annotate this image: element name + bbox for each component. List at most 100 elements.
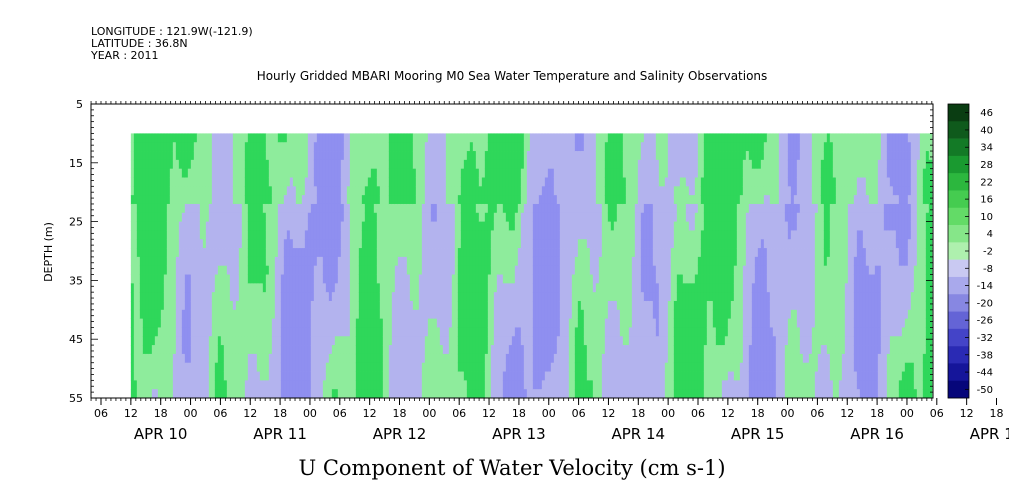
field-cell [484, 142, 489, 152]
field-cell [193, 177, 198, 187]
field-cell [565, 389, 570, 399]
field-cell [286, 300, 291, 311]
field-cell [589, 212, 594, 222]
field-cell [541, 203, 546, 214]
field-cell [418, 292, 423, 302]
field-cell [208, 256, 213, 267]
field-cell [559, 345, 564, 355]
field-cell [223, 230, 228, 240]
field-cell [346, 353, 351, 364]
field-cell [196, 292, 201, 302]
field-cell [349, 159, 354, 170]
field-cell [550, 300, 555, 311]
field-cell [454, 142, 459, 152]
field-cell [139, 265, 144, 275]
field-cell [334, 177, 339, 187]
field-cell [418, 186, 423, 196]
field-cell [574, 133, 579, 143]
field-cell [349, 353, 354, 364]
field-cell [250, 371, 255, 381]
field-cell [247, 248, 252, 258]
field-cell [322, 230, 327, 240]
field-cell [298, 371, 303, 381]
field-cell [508, 256, 513, 267]
field-cell [466, 256, 471, 267]
field-cell [391, 309, 396, 320]
field-cell [331, 195, 336, 205]
field-cell [208, 336, 213, 346]
field-cell [190, 256, 195, 267]
field-cell [535, 195, 540, 205]
field-cell [400, 265, 405, 275]
field-cell [529, 256, 534, 267]
field-cell [343, 265, 348, 275]
field-cell [484, 345, 489, 355]
field-cell [238, 239, 243, 249]
field-cell [358, 151, 363, 161]
field-cell [622, 362, 627, 372]
field-cell [412, 283, 417, 293]
field-cell [409, 230, 414, 240]
field-cell [205, 186, 210, 196]
field-cell [256, 300, 261, 311]
field-cell [274, 142, 279, 152]
field-cell [565, 345, 570, 355]
field-cell [298, 248, 303, 258]
field-cell [190, 168, 195, 178]
field-cell [358, 133, 363, 143]
field-cell [346, 221, 351, 231]
field-cell [223, 159, 228, 170]
field-cell [382, 239, 387, 249]
field-cell [493, 212, 498, 222]
field-cell [547, 345, 552, 355]
field-cell [139, 345, 144, 355]
field-cell [265, 345, 270, 355]
field-cell [493, 159, 498, 170]
field-cell [211, 371, 216, 381]
field-cell [451, 362, 456, 372]
field-cell [283, 336, 288, 346]
field-cell [136, 318, 141, 328]
field-cell [199, 203, 204, 214]
field-cell [622, 142, 627, 152]
field-cell [316, 256, 321, 267]
field-cell [178, 239, 183, 249]
field-cell [259, 151, 264, 161]
field-cell [202, 300, 207, 311]
field-cell [148, 256, 153, 267]
field-cell [478, 133, 483, 143]
field-cell [211, 318, 216, 328]
field-cell [565, 151, 570, 161]
field-cell [343, 142, 348, 152]
field-cell [217, 186, 222, 196]
field-cell [439, 336, 444, 346]
field-cell [220, 318, 225, 328]
field-cell [394, 309, 399, 320]
field-cell [547, 151, 552, 161]
field-cell [295, 186, 300, 196]
field-cell [271, 151, 276, 161]
field-cell [151, 389, 156, 399]
field-cell [484, 309, 489, 320]
field-cell [433, 195, 438, 205]
field-cell [595, 142, 600, 152]
field-cell [313, 353, 318, 364]
field-cell [250, 265, 255, 275]
field-cell [346, 186, 351, 196]
field-cell [136, 248, 141, 258]
field-cell [292, 151, 297, 161]
field-cell [340, 380, 345, 390]
field-cell [220, 212, 225, 222]
field-cell [367, 283, 372, 293]
field-cell [331, 159, 336, 170]
field-cell [526, 177, 531, 187]
field-cell [373, 318, 378, 328]
field-cell [283, 380, 288, 390]
field-cell [316, 186, 321, 196]
field-cell [145, 239, 150, 249]
field-cell [223, 195, 228, 205]
field-cell [313, 380, 318, 390]
field-cell [349, 230, 354, 240]
field-cell [346, 168, 351, 178]
field-cell [562, 265, 567, 275]
